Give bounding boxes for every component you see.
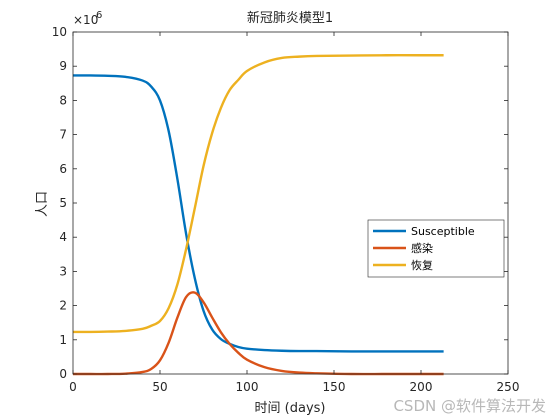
x-tick-label: 250 — [497, 380, 520, 394]
y-tick-label: 3 — [59, 264, 67, 278]
plot-area — [73, 32, 508, 374]
y-tick-label: 8 — [59, 93, 67, 107]
y-tick-label: 7 — [59, 128, 67, 142]
legend-label: 恢复 — [411, 258, 433, 272]
y-tick-label: 1 — [59, 333, 67, 347]
watermark: CSDN @软件算法开发 — [393, 397, 546, 415]
chart-title: 新冠肺炎模型1 — [247, 10, 333, 26]
y-tick-label: 6 — [59, 162, 67, 176]
y-axis-label: 人口 — [35, 191, 50, 217]
series-group — [72, 54, 444, 376]
x-tick-label: 150 — [323, 380, 346, 394]
x-tick-label: 50 — [152, 380, 167, 394]
y-tick-label: 0 — [59, 367, 67, 381]
x-tick-label: 100 — [236, 380, 259, 394]
series-line-1 — [72, 291, 444, 376]
y-tick-label: 4 — [59, 230, 67, 244]
y-exponent-base: ×10 — [73, 13, 98, 27]
y-tick-label: 5 — [59, 196, 67, 210]
x-tick-label: 0 — [69, 380, 77, 394]
x-tick-label: 200 — [410, 380, 433, 394]
series-line-0 — [72, 74, 444, 353]
legend-label: 感染 — [411, 241, 433, 255]
y-tick-label: 10 — [52, 25, 67, 39]
axes-group: 0 50 100 150 200 250 0 1 2 3 4 5 6 7 8 9 10 — [52, 25, 520, 394]
x-axis-label: 时间 (days) — [255, 401, 326, 416]
series-line-2 — [72, 54, 444, 334]
y-tick-label: 2 — [59, 299, 67, 313]
y-tick-label: 9 — [59, 59, 67, 73]
y-exponent-power: 6 — [96, 10, 102, 21]
legend-label: Susceptible — [411, 225, 475, 238]
